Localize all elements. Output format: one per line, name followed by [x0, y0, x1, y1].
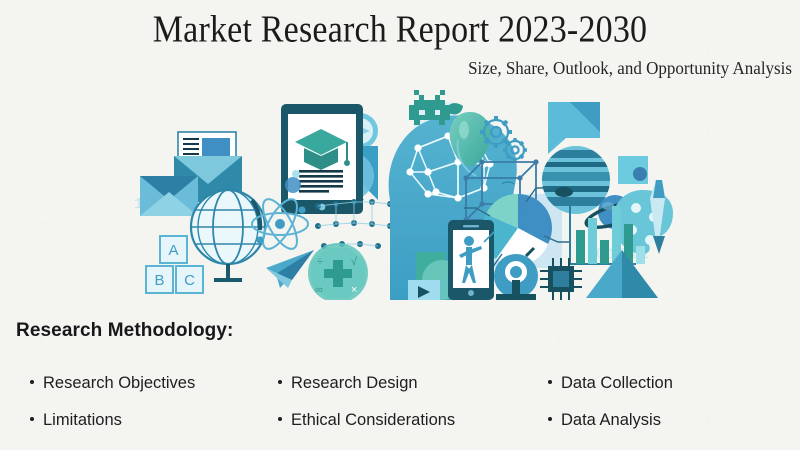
square-dot-icon [618, 156, 648, 184]
bullet-dot-icon [548, 417, 552, 422]
list-item: Research Objectives [30, 374, 270, 392]
envelope-icon [140, 176, 198, 216]
tablet-graduation-icon [281, 104, 363, 214]
hero-illustration: 110100 01011 [118, 84, 682, 300]
list-item-label: Ethical Considerations [291, 411, 456, 430]
list-item-label: Research Design [291, 374, 418, 392]
svg-text:C: C [184, 272, 195, 289]
list-item-label: Limitations [43, 411, 122, 430]
gears-icon [456, 116, 527, 177]
page-subtitle: Size, Share, Outlook, and Opportunity An… [468, 58, 792, 79]
list-item: Research Design [278, 374, 540, 392]
microscope-icon [494, 246, 538, 300]
list-item: Ethical Considerations [278, 411, 540, 429]
methodology-heading: Research Methodology: [16, 320, 234, 341]
svg-text:A: A [168, 242, 178, 259]
play-button-icon [408, 280, 440, 300]
bullet-dot-icon [548, 380, 552, 384]
header: Market Research Report 2023-2030 Size, S… [0, 0, 800, 79]
paper-plane-icon [266, 250, 314, 288]
methodology-column-3: Data Collection Data Analysis [540, 374, 800, 429]
svg-text:÷: ÷ [317, 256, 323, 268]
list-item-label: Data Collection [561, 374, 673, 392]
research-methodology-section: Research Methodology: Research Objective… [0, 312, 800, 429]
svg-text:∞: ∞ [315, 284, 323, 296]
jupiter-planet-icon [542, 146, 610, 214]
svg-text:B: B [154, 272, 164, 289]
list-item: Data Analysis [548, 411, 800, 429]
page-title: Market Research Report 2023-2030 [152, 8, 648, 51]
speech-bubble-icon [548, 102, 600, 154]
methodology-bullet-grid: Research Objectives Limitations Research… [0, 374, 800, 429]
list-item-label: Research Objectives [43, 374, 196, 392]
bullet-dot-icon [30, 417, 34, 422]
list-item-label: Data Analysis [561, 411, 661, 430]
abc-blocks-icon: A B C [145, 235, 204, 294]
methodology-column-2: Research Design Ethical Considerations [270, 374, 540, 429]
svg-text:√: √ [351, 256, 358, 268]
methodology-column-1: Research Objectives Limitations [0, 374, 270, 429]
presenter-phone-icon [448, 220, 495, 300]
math-octagon-icon: ÷ √ ∞ × [308, 243, 368, 300]
paintbrush-icon [650, 180, 665, 254]
list-item: Limitations [30, 411, 270, 429]
list-item: Data Collection [548, 374, 800, 392]
pyramid-icon [586, 250, 658, 298]
microchip-icon [540, 258, 582, 300]
atom-icon [251, 198, 309, 250]
space-invader-icon [409, 90, 450, 125]
svg-text:×: × [351, 284, 357, 296]
bullet-dot-icon [278, 380, 282, 384]
bullet-dot-icon [30, 380, 34, 384]
apple-icon [446, 103, 491, 166]
bullet-dot-icon [278, 417, 282, 422]
